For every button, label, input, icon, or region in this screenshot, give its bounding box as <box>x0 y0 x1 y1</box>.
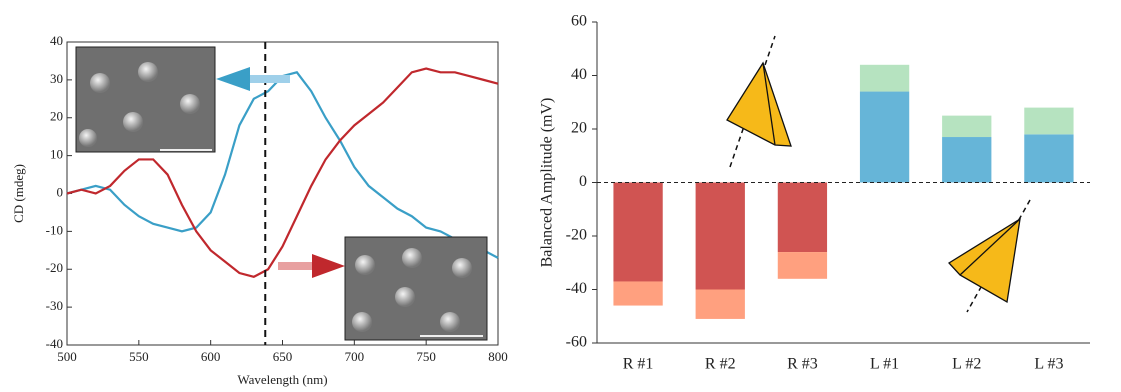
y-tick-label: 60 <box>571 13 587 30</box>
x-tick-label: 500 <box>57 349 77 364</box>
bar-segment <box>942 137 992 183</box>
sem-inset-top <box>75 46 216 153</box>
y-tick-label: -20 <box>566 227 587 244</box>
x-tick-label: L #1 <box>870 356 899 373</box>
x-tick-label: 750 <box>416 349 436 364</box>
line-series <box>66 67 499 278</box>
bar-segment <box>613 182 663 282</box>
y-tick-label: 20 <box>571 120 587 137</box>
x-tick-label: 650 <box>273 349 293 364</box>
x-tick-label: 800 <box>488 349 508 364</box>
y-tick-label: 10 <box>50 147 63 162</box>
cone-right-handed <box>947 199 1031 313</box>
x-axis-label: Wavelength (nm) <box>237 372 327 387</box>
y-tick-label: -20 <box>46 260 63 275</box>
bar-segment <box>859 64 910 92</box>
y-tick-label: 0 <box>579 173 587 190</box>
y-axis-label: CD (mdeg) <box>11 164 26 223</box>
x-tick-label: 600 <box>201 349 221 364</box>
y-tick-label: -40 <box>566 280 587 297</box>
x-tick-label: L #2 <box>952 356 981 373</box>
x-tick-label: 550 <box>129 349 149 364</box>
bar-segment <box>942 115 992 138</box>
bar-segment <box>695 182 745 290</box>
x-tick-label: R #1 <box>623 356 654 373</box>
y-tick-label: 20 <box>50 109 63 124</box>
y-tick-label: 0 <box>57 184 64 199</box>
arrow-red <box>278 254 345 278</box>
arrow-blue <box>216 67 290 91</box>
bar-segment <box>777 182 828 253</box>
y-tick-label: -10 <box>46 222 63 237</box>
bar-segment <box>613 281 663 306</box>
y-tick-label: -40 <box>46 336 63 351</box>
bar-segment <box>777 252 828 279</box>
y-tick-label: -60 <box>566 334 587 351</box>
x-tick-label: 700 <box>345 349 365 364</box>
y-tick-label: 40 <box>50 33 63 48</box>
cone-left-handed <box>726 35 792 168</box>
bar-segment <box>1024 107 1074 135</box>
bar-segment <box>859 91 910 183</box>
y-tick-label: -30 <box>46 298 63 313</box>
bar-segment <box>1024 134 1074 183</box>
x-tick-label: R #2 <box>705 356 736 373</box>
sem-inset-bottom <box>344 236 488 341</box>
x-tick-label: L #3 <box>1034 356 1063 373</box>
x-tick-label: R #3 <box>787 356 818 373</box>
y-axis-label: Balanced Amplitude (mV) <box>539 98 556 268</box>
y-tick-label: 30 <box>50 71 63 86</box>
y-tick-label: 40 <box>571 66 587 83</box>
bar-segment <box>695 289 745 319</box>
